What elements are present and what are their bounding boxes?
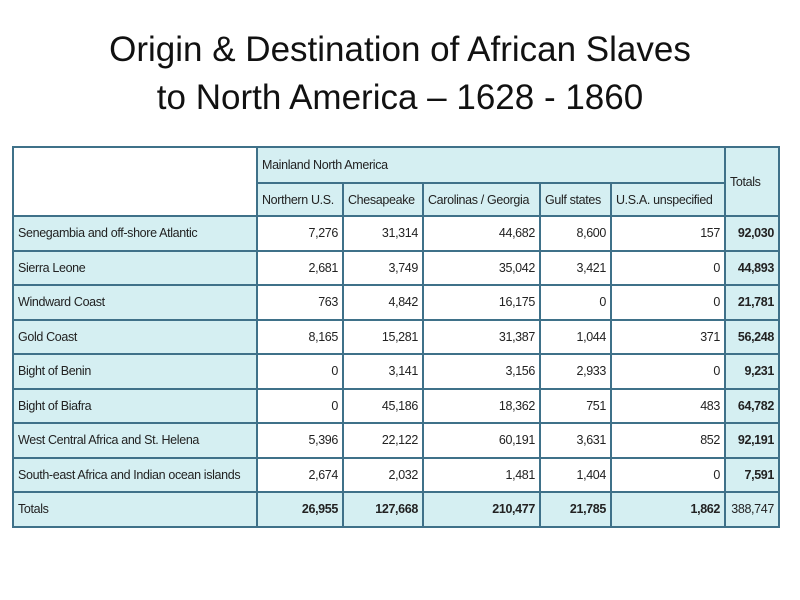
row-total-cell: 9,231	[724, 353, 780, 390]
value-cell: 763	[256, 284, 344, 321]
value-cell: 8,600	[539, 215, 612, 252]
value-cell: 3,421	[539, 249, 612, 286]
value-cell: 16,175	[422, 284, 541, 321]
table-row: Bight of Benin 0 3,141 3,156 2,933 0 9,231	[12, 353, 780, 390]
row-label: Bight of Biafra	[12, 387, 258, 424]
value-cell: 3,749	[342, 249, 424, 286]
column-header: Chesapeake	[342, 182, 424, 217]
row-total-cell: 92,191	[724, 422, 780, 459]
table-row: Gold Coast 8,165 15,281 31,387 1,044 371 56,24…	[12, 318, 780, 355]
value-cell: 0	[610, 353, 726, 390]
row-total-cell: 7,591	[724, 456, 780, 493]
value-cell: 1,481	[422, 456, 541, 493]
value-cell: 3,156	[422, 353, 541, 390]
row-label: Totals	[12, 491, 258, 528]
row-total-cell: 64,782	[724, 387, 780, 424]
row-label: Bight of Benin	[12, 353, 258, 390]
value-cell: 210,477	[422, 491, 541, 528]
table-row: South-east Africa and Indian ocean islan…	[12, 456, 780, 493]
value-cell: 21,785	[539, 491, 612, 528]
slave-origin-destination-table: Mainland North America Totals Northern U…	[12, 146, 780, 528]
value-cell: 1,404	[539, 456, 612, 493]
row-total-cell: 44,893	[724, 249, 780, 286]
value-cell: 31,387	[422, 318, 541, 355]
value-cell: 45,186	[342, 387, 424, 424]
row-total-cell: 92,030	[724, 215, 780, 252]
corner-cell	[12, 146, 258, 217]
value-cell: 35,042	[422, 249, 541, 286]
value-cell: 2,674	[256, 456, 344, 493]
value-cell: 0	[256, 353, 344, 390]
value-cell: 1,862	[610, 491, 726, 528]
row-label: Senegambia and off-shore Atlantic	[12, 215, 258, 252]
totals-row: Totals 26,955 127,668 210,477 21,785 1,862 388…	[12, 491, 780, 528]
value-cell: 157	[610, 215, 726, 252]
table-row: West Central Africa and St. Helena 5,396 2…	[12, 422, 780, 459]
value-cell: 60,191	[422, 422, 541, 459]
row-label: Gold Coast	[12, 318, 258, 355]
value-cell: 371	[610, 318, 726, 355]
value-cell: 3,631	[539, 422, 612, 459]
value-cell: 15,281	[342, 318, 424, 355]
table-row: Windward Coast 763 4,842 16,175 0 0 21,781	[12, 284, 780, 321]
row-label: Sierra Leone	[12, 249, 258, 286]
title-line-1: Origin & Destination of African Slaves	[109, 30, 691, 69]
row-total-cell: 21,781	[724, 284, 780, 321]
value-cell: 0	[610, 456, 726, 493]
column-header: Gulf states	[539, 182, 612, 217]
value-cell: 483	[610, 387, 726, 424]
group-header: Mainland North America	[256, 146, 726, 184]
value-cell: 22,122	[342, 422, 424, 459]
value-cell: 44,682	[422, 215, 541, 252]
column-header: U.S.A. unspecified	[610, 182, 726, 217]
value-cell: 0	[256, 387, 344, 424]
row-total-cell: 56,248	[724, 318, 780, 355]
value-cell: 7,276	[256, 215, 344, 252]
value-cell: 2,681	[256, 249, 344, 286]
row-label: West Central Africa and St. Helena	[12, 422, 258, 459]
value-cell: 2,933	[539, 353, 612, 390]
row-total-cell: 388,747	[724, 491, 780, 528]
value-cell: 0	[610, 284, 726, 321]
value-cell: 18,362	[422, 387, 541, 424]
value-cell: 31,314	[342, 215, 424, 252]
value-cell: 4,842	[342, 284, 424, 321]
value-cell: 5,396	[256, 422, 344, 459]
value-cell: 26,955	[256, 491, 344, 528]
column-header: Carolinas / Georgia	[422, 182, 541, 217]
value-cell: 3,141	[342, 353, 424, 390]
value-cell: 0	[539, 284, 612, 321]
table-row: Sierra Leone 2,681 3,749 35,042 3,421 0 44,893	[12, 249, 780, 286]
value-cell: 8,165	[256, 318, 344, 355]
value-cell: 127,668	[342, 491, 424, 528]
row-label: South-east Africa and Indian ocean islan…	[12, 456, 258, 493]
totals-header: Totals	[724, 146, 780, 217]
value-cell: 852	[610, 422, 726, 459]
value-cell: 2,032	[342, 456, 424, 493]
title-line-2: to North America – 1628 - 1860	[156, 78, 644, 117]
value-cell: 751	[539, 387, 612, 424]
table-row: Senegambia and off-shore Atlantic 7,276 31…	[12, 215, 780, 252]
value-cell: 1,044	[539, 318, 612, 355]
table-row: Bight of Biafra 0 45,186 18,362 751 483 64,782	[12, 387, 780, 424]
column-header: Northern U.S.	[256, 182, 344, 217]
row-label: Windward Coast	[12, 284, 258, 321]
value-cell: 0	[610, 249, 726, 286]
slide-title: Origin & Destination of African Slaves t…	[0, 26, 800, 122]
